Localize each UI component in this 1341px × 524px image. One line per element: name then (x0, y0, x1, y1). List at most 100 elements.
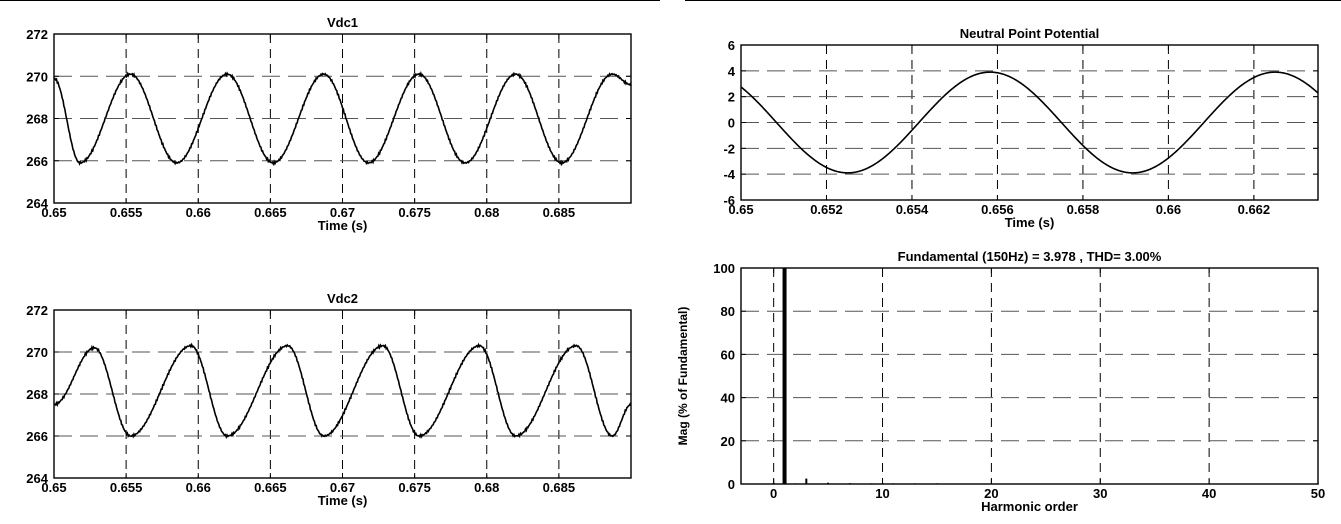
bar-harmonic (782, 268, 787, 484)
bar-harmonic (1262, 483, 1265, 485)
bar-harmonic (1110, 483, 1113, 485)
bar-harmonic (1055, 483, 1058, 485)
bar-harmonic (892, 483, 895, 484)
chart-4 (740, 267, 1319, 485)
bar-harmonic (827, 482, 830, 484)
bar-harmonic (1240, 483, 1243, 485)
y-tick-label: 268 (26, 387, 48, 402)
y-tick-label: -6 (723, 193, 735, 208)
y-tick-label: 272 (26, 303, 48, 318)
chart-title: Fundamental (150Hz) = 3.978 , THD= 3.00% (898, 249, 1162, 264)
bar-harmonic (1208, 483, 1211, 485)
y-tick-label: -4 (723, 167, 735, 182)
bar-harmonic (1066, 483, 1069, 485)
x-tick-label: 0.662 (1238, 202, 1271, 217)
x-axis-label: Harmonic order (981, 499, 1078, 514)
y-tick-label: 270 (26, 69, 48, 84)
x-tick-label: 0.675 (398, 205, 431, 220)
bar-harmonic (1153, 483, 1156, 485)
bar-harmonic (859, 483, 862, 485)
x-axis-label: Time (s) (1005, 215, 1055, 230)
bar-harmonic (1033, 483, 1036, 485)
bar-harmonic (805, 478, 808, 484)
y-tick-label: 20 (721, 434, 735, 449)
x-tick-label: 0.66 (186, 205, 211, 220)
y-tick-label: 266 (26, 429, 48, 444)
y-tick-label: 100 (713, 261, 735, 276)
bar-harmonic (1088, 483, 1091, 485)
x-tick-label: 0.66 (1156, 202, 1181, 217)
chart-title: Vdc2 (327, 291, 358, 306)
x-tick-label: 0.67 (330, 205, 355, 220)
bar-harmonic (1023, 483, 1026, 485)
y-tick-label: 270 (26, 345, 48, 360)
y-tick-label: 6 (728, 38, 735, 53)
bar-harmonic (1012, 483, 1015, 485)
y-tick-label: 268 (26, 112, 48, 127)
y-tick-label: 4 (728, 64, 736, 79)
chart-title: Vdc1 (327, 15, 358, 30)
x-tick-label: 0.66 (186, 480, 211, 495)
bar-harmonic (794, 483, 797, 484)
series-line (53, 70, 632, 167)
chart-2 (53, 309, 632, 479)
x-tick-label: 10 (875, 486, 889, 501)
x-tick-label: 0.658 (1067, 202, 1100, 217)
chart-title: Neutral Point Potential (960, 26, 1099, 41)
bar-harmonic (1001, 483, 1004, 485)
x-tick-label: 0.68 (474, 480, 499, 495)
bar-harmonic (903, 483, 906, 485)
bar-harmonic (837, 483, 840, 485)
bar-harmonic (1284, 483, 1287, 485)
x-tick-label: 20 (984, 486, 998, 501)
x-tick-label: 0.685 (543, 480, 576, 495)
y-tick-label: 266 (26, 154, 48, 169)
bar-harmonic (1306, 483, 1309, 485)
bar-harmonic (1077, 483, 1080, 485)
y-tick-label: 264 (26, 196, 48, 211)
bar-harmonic (935, 483, 938, 484)
top-border-right (685, 0, 1341, 1)
bar-harmonic (881, 483, 884, 484)
bar-harmonic (1273, 483, 1276, 485)
bar-harmonic (990, 483, 993, 485)
bar-harmonic (816, 483, 819, 485)
bar-harmonic (1229, 483, 1232, 485)
x-tick-label: 0.67 (330, 480, 355, 495)
bar-harmonic (1142, 483, 1145, 485)
x-tick-label: 0.654 (896, 202, 929, 217)
bar-harmonic (1317, 483, 1319, 485)
chart-1 (53, 33, 632, 204)
y-tick-label: -2 (723, 141, 735, 156)
bar-harmonic (1164, 483, 1167, 485)
series-line (740, 71, 1319, 174)
y-tick-label: 264 (26, 471, 48, 486)
x-tick-label: 0.65 (41, 205, 66, 220)
x-tick-label: 0.665 (254, 480, 287, 495)
x-tick-label: 0.652 (810, 202, 843, 217)
x-tick-label: 40 (1202, 486, 1216, 501)
x-tick-label: 0.68 (474, 205, 499, 220)
bar-harmonic (1099, 483, 1102, 485)
y-tick-label: 80 (721, 304, 735, 319)
bar-harmonic (979, 483, 982, 485)
x-tick-label: 0.665 (254, 205, 287, 220)
x-tick-label: 0.685 (543, 205, 576, 220)
bar-harmonic (946, 483, 949, 485)
y-tick-label: 272 (26, 27, 48, 42)
bar-harmonic (772, 482, 775, 484)
bar-harmonic (925, 483, 928, 485)
series-line (53, 342, 632, 440)
y-axis-label: Mag (% of Fundamental) (676, 307, 690, 446)
plot-frame (740, 267, 1319, 485)
bar-harmonic (1121, 483, 1124, 485)
bar-harmonic (870, 483, 873, 484)
y-tick-label: 40 (721, 391, 735, 406)
bar-harmonic (1175, 483, 1178, 485)
x-tick-label: 0.65 (41, 480, 66, 495)
bar-harmonic (914, 483, 917, 484)
chart-3 (740, 44, 1319, 201)
bar-harmonic (1186, 483, 1189, 485)
bar-harmonic (848, 483, 851, 484)
